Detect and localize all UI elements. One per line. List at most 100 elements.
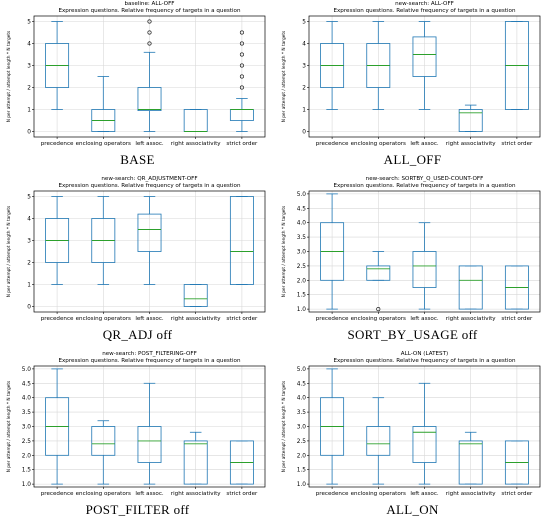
chart-panel-qr-adj-off: new-search: QR_ADJUSTMENT-OFF Expression … bbox=[0, 175, 275, 350]
iqr-box bbox=[229, 196, 254, 285]
outlier-point bbox=[376, 307, 381, 312]
chart-panel-base: baseline: ALL-OFF Expression questions. R… bbox=[0, 0, 275, 175]
y-axis-label: N per attempt / attempt length * N targe… bbox=[281, 30, 287, 122]
box-precedence bbox=[45, 368, 70, 485]
box-enclosing-operators bbox=[366, 251, 391, 312]
x-tick-label: right associativity bbox=[446, 491, 496, 497]
y-axis-label: N per attempt / attempt length * N targe… bbox=[6, 380, 12, 472]
outlier-point bbox=[239, 41, 244, 46]
iqr-box bbox=[458, 265, 483, 310]
box-right-associativity bbox=[458, 265, 483, 310]
chart-panel-sort-by-usage-off: new-search: SORTBY_Q_USED-COUNT-OFF Expre… bbox=[275, 175, 550, 350]
y-tick-label: 2.0 bbox=[297, 278, 307, 284]
iqr-box bbox=[91, 426, 116, 456]
x-tick-label: precedence bbox=[41, 491, 74, 497]
chart-subtitle: Expression questions. Relative frequency… bbox=[333, 8, 516, 14]
y-tick-label: 2.5 bbox=[297, 264, 307, 270]
iqr-box bbox=[366, 426, 391, 456]
caption-all-on: ALL_ON bbox=[386, 502, 439, 517]
x-tick-label: left assoc. bbox=[135, 316, 164, 322]
x-tick-label: precedence bbox=[41, 316, 74, 322]
chart-title: new-search: QR_ADJUSTMENT-OFF bbox=[101, 176, 197, 182]
box-left-assoc- bbox=[137, 382, 162, 485]
x-tick-label: strict order bbox=[501, 141, 533, 147]
y-tick-label: 0 bbox=[27, 130, 31, 136]
chart-subtitle: Expression questions. Relative frequency… bbox=[333, 183, 516, 189]
y-tick-label: 4.0 bbox=[297, 396, 307, 402]
x-tick-label: right associativity bbox=[446, 141, 496, 147]
y-tick-label: 2.0 bbox=[22, 453, 32, 459]
box-left-assoc- bbox=[137, 196, 162, 285]
box-left-assoc- bbox=[412, 222, 437, 310]
x-tick-label: precedence bbox=[316, 491, 349, 497]
box-enclosing-operators bbox=[91, 196, 116, 285]
box-enclosing-operators bbox=[366, 397, 391, 485]
y-tick-label: 4.5 bbox=[297, 381, 307, 387]
chart-subtitle: Expression questions. Relative frequency… bbox=[58, 358, 241, 364]
outlier-point bbox=[239, 85, 244, 90]
y-axis-label: N per attempt / attempt length * N targe… bbox=[6, 30, 12, 122]
y-tick-label: 1.5 bbox=[22, 468, 32, 474]
iqr-box bbox=[183, 440, 208, 485]
y-tick-label: 3.0 bbox=[297, 250, 307, 256]
box-enclosing-operators bbox=[366, 21, 391, 110]
y-tick-label: 4.5 bbox=[297, 206, 307, 212]
chart-title: new-search: SORTBY_Q_USED-COUNT-OFF bbox=[366, 176, 484, 182]
x-tick-label: precedence bbox=[316, 316, 349, 322]
iqr-box bbox=[412, 36, 437, 77]
caption-sort-by-usage-off: SORT_BY_USAGE off bbox=[347, 327, 478, 342]
x-tick-label: enclosing operators bbox=[76, 491, 131, 497]
y-tick-label: 1.5 bbox=[297, 468, 307, 474]
box-right-associativity bbox=[183, 431, 208, 485]
x-tick-label: strict order bbox=[226, 491, 258, 497]
boxplot-sort-by-usage-off: new-search: SORTBY_Q_USED-COUNT-OFFExpre… bbox=[281, 176, 541, 322]
iqr-box bbox=[137, 213, 162, 252]
iqr-box bbox=[412, 251, 437, 288]
chart-title: baseline: ALL-OFF bbox=[124, 1, 174, 7]
box-precedence bbox=[320, 368, 345, 485]
caption-all-off: ALL_OFF bbox=[383, 152, 442, 167]
x-tick-label: enclosing operators bbox=[76, 141, 131, 147]
y-tick-label: 5 bbox=[302, 20, 306, 26]
iqr-box bbox=[458, 109, 483, 132]
outlier-point bbox=[147, 41, 152, 46]
iqr-box bbox=[412, 426, 437, 463]
iqr-box bbox=[137, 426, 162, 463]
y-tick-label: 5 bbox=[27, 195, 31, 201]
chart-subtitle: Expression questions. Relative frequency… bbox=[58, 8, 241, 14]
y-tick-label: 3.5 bbox=[297, 235, 307, 241]
y-tick-label: 0 bbox=[27, 305, 31, 311]
y-tick-label: 1.0 bbox=[297, 307, 307, 313]
y-axis-label: N per attempt / attempt length * N targe… bbox=[6, 205, 12, 297]
y-tick-label: 2.0 bbox=[297, 453, 307, 459]
y-axis-label: N per attempt / attempt length * N targe… bbox=[281, 380, 287, 472]
box-left-assoc- bbox=[412, 382, 437, 485]
y-tick-label: 1 bbox=[27, 108, 31, 114]
box-strict-order bbox=[229, 440, 254, 485]
caption-qr-adj-off: QR_ADJ off bbox=[102, 327, 173, 342]
box-strict-order bbox=[504, 21, 529, 110]
y-tick-label: 3 bbox=[27, 64, 31, 70]
y-tick-label: 3.5 bbox=[22, 410, 32, 416]
y-tick-label: 5.0 bbox=[297, 367, 307, 373]
y-tick-label: 3 bbox=[302, 64, 306, 70]
box-precedence bbox=[320, 193, 345, 310]
box-right-associativity bbox=[458, 431, 483, 485]
iqr-box bbox=[183, 284, 208, 307]
y-tick-label: 4 bbox=[27, 42, 31, 48]
y-tick-label: 1 bbox=[302, 108, 306, 114]
chart-subtitle: Expression questions. Relative frequency… bbox=[333, 358, 516, 364]
x-tick-label: left assoc. bbox=[135, 491, 164, 497]
y-tick-label: 0 bbox=[302, 130, 306, 136]
y-tick-label: 1.0 bbox=[297, 482, 307, 488]
x-tick-label: right associativity bbox=[446, 316, 496, 322]
x-tick-label: left assoc. bbox=[410, 491, 439, 497]
y-tick-label: 2.5 bbox=[22, 439, 32, 445]
x-tick-label: strict order bbox=[226, 316, 258, 322]
y-tick-label: 2 bbox=[27, 261, 31, 267]
chart-title: new-search: ALL-OFF bbox=[395, 1, 454, 7]
y-axis-label: N per attempt / attempt length * N targe… bbox=[281, 205, 287, 297]
boxplot-qr-adj-off: new-search: QR_ADJUSTMENT-OFFExpression … bbox=[6, 176, 266, 322]
x-tick-label: right associativity bbox=[171, 141, 221, 147]
